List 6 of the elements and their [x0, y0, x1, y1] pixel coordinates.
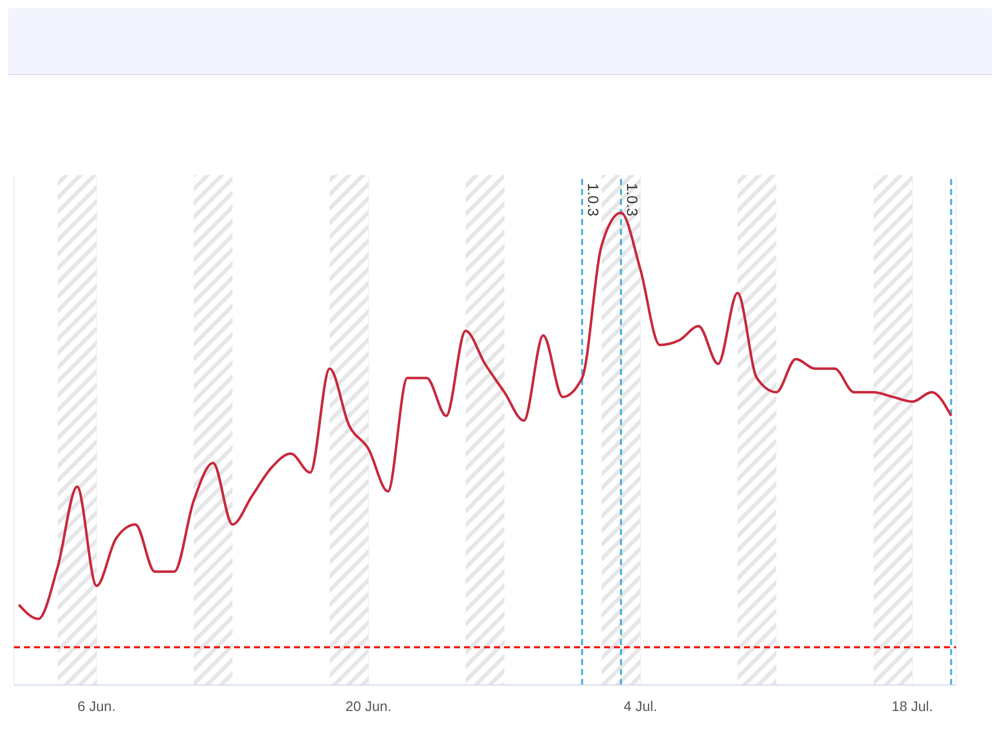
x-tick-label: 6 Jun. — [77, 698, 116, 714]
ref-line-label: 1.0.3 — [622, 183, 640, 216]
x-tick-label: 20 Jun. — [345, 698, 392, 714]
x-tick-label: 18 Jul. — [892, 698, 933, 714]
x-tick-label: 4 Jul. — [624, 698, 658, 714]
ref-line-label: 1.0.3 — [584, 183, 602, 216]
